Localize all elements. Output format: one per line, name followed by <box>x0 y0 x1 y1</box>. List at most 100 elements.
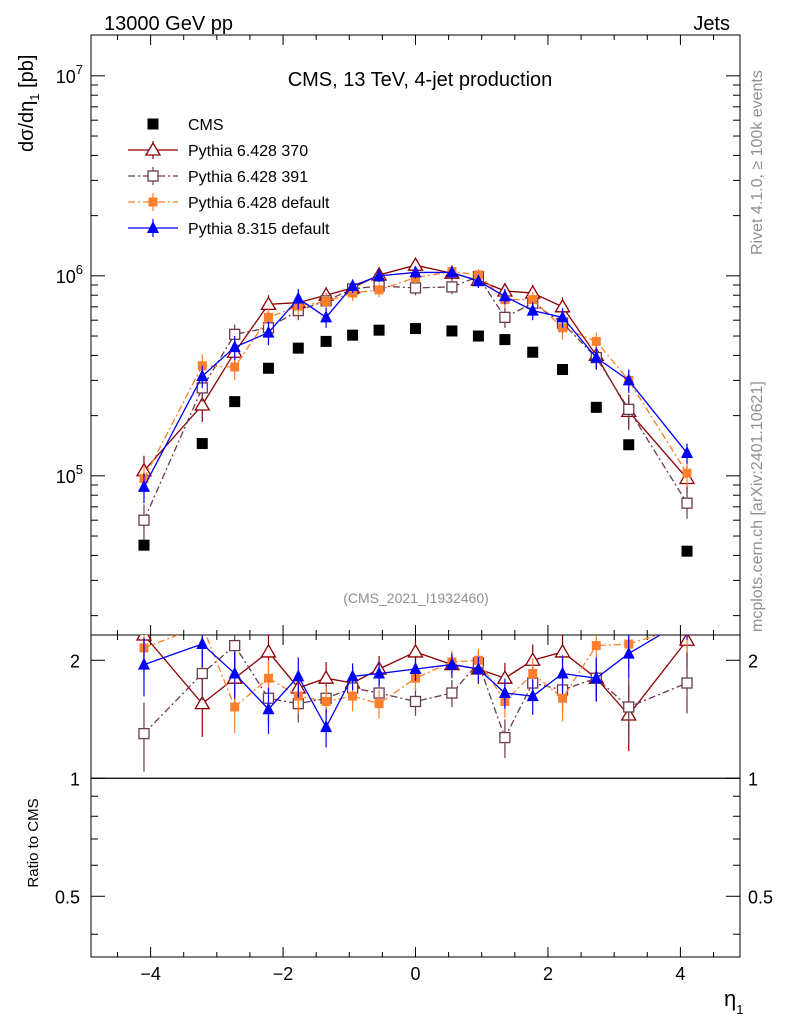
data-point <box>292 291 305 304</box>
ratio-point <box>446 687 458 699</box>
legend: CMS Pythia 6.428 370 Pythia 6.428 391 Pythi… <box>128 117 330 238</box>
data-point <box>682 468 692 478</box>
ratio-point <box>194 695 211 710</box>
ratio-point <box>137 657 150 670</box>
data-point <box>557 364 569 376</box>
legend-label: Pythia 8.315 default <box>188 221 330 238</box>
data-point <box>499 334 511 346</box>
ratio-point <box>590 671 603 684</box>
ratio-tick-label-left: 0.5 <box>55 887 80 907</box>
main-series-group <box>135 256 696 557</box>
data-point <box>292 342 304 354</box>
mcplots-label: mcplots.cern.ch [arXiv:2401.10621] <box>749 381 766 632</box>
ratio-point <box>229 639 241 652</box>
ratio-point <box>321 696 331 706</box>
ratio-point <box>407 643 424 658</box>
x-axis-title: η1 <box>724 986 743 1017</box>
legend-marker <box>147 221 159 233</box>
analysis-label: (CMS_2021_I1932460) <box>343 590 489 606</box>
data-point <box>374 285 384 295</box>
y-tick-label-base: 10 <box>56 467 76 487</box>
ratio-tick-label-left: 2 <box>70 651 80 671</box>
data-point <box>681 497 693 509</box>
data-point <box>262 325 275 338</box>
y-tick-label-exponent: 5 <box>76 462 83 477</box>
legend-marker <box>144 141 162 156</box>
series-pythia-6-428-default <box>139 265 692 494</box>
ratio-point <box>292 669 305 682</box>
data-point <box>499 311 511 323</box>
data-point <box>623 403 635 415</box>
series-pythia-6-428-391 <box>138 270 693 540</box>
data-point <box>446 281 458 293</box>
y-tick-label: 106 <box>56 262 83 287</box>
data-point <box>590 401 602 413</box>
y-tick-label: 105 <box>56 462 83 487</box>
ratio-point <box>622 646 635 659</box>
ratio-point <box>498 686 511 699</box>
data-point <box>681 545 693 557</box>
data-point <box>263 312 273 322</box>
legend-entry: CMS <box>147 117 224 134</box>
ratio-series-pythia-8-315-default <box>137 612 693 748</box>
ratio-tick-label-left: 1 <box>70 769 80 789</box>
x-axis-title-main: η <box>724 986 736 1011</box>
data-point <box>528 295 538 305</box>
ratio-point <box>263 673 273 683</box>
ratio-point <box>558 693 568 703</box>
ratio-point <box>528 669 538 679</box>
legend-entry: Pythia 8.315 default <box>128 219 330 238</box>
ratio-tick-label-right: 0.5 <box>748 887 773 907</box>
chart-title: CMS, 13 TeV, 4-jet production <box>288 69 553 91</box>
legend-marker <box>147 170 159 182</box>
ratio-point <box>681 612 693 624</box>
data-point <box>347 329 359 341</box>
ratio-point <box>681 677 693 689</box>
data-point <box>681 446 694 459</box>
rivet-label: Rivet 4.1.0, ≥ 100k events <box>749 70 766 255</box>
data-point <box>260 296 277 311</box>
data-point <box>137 479 150 492</box>
series-line <box>143 264 688 479</box>
ratio-point <box>556 666 569 679</box>
legend-label: Pythia 6.428 default <box>188 195 330 212</box>
ratio-point <box>554 643 571 658</box>
data-point <box>623 439 635 451</box>
x-tick-label: −2 <box>273 964 294 984</box>
data-point <box>410 323 421 335</box>
data-point <box>346 278 359 291</box>
y-axis-title-sub: 1 <box>27 93 42 100</box>
ratio-point <box>409 695 422 708</box>
legend-entry: Pythia 6.428 391 <box>128 167 308 186</box>
ratio-point <box>591 641 601 651</box>
y-tick-label-exponent: 7 <box>76 62 83 77</box>
ratio-point <box>348 691 358 701</box>
data-point <box>591 336 601 346</box>
ratio-point <box>196 667 208 680</box>
data-point <box>527 346 539 358</box>
series-pythia-8-315-default <box>137 265 694 504</box>
y-axis-title-unit: [pb] <box>16 55 38 94</box>
legend-marker <box>147 118 159 130</box>
data-point <box>409 282 422 294</box>
data-point <box>622 373 635 386</box>
x-tick-label: 0 <box>410 964 420 984</box>
data-point <box>498 289 511 302</box>
legend-entry: Pythia 6.428 default <box>128 193 330 212</box>
series-line <box>143 271 688 488</box>
data-point <box>373 324 385 336</box>
x-axis-title-sub: 1 <box>736 1002 743 1017</box>
data-point <box>373 268 386 281</box>
data-point <box>229 396 241 408</box>
ratio-point <box>374 699 384 709</box>
header-category-label: Jets <box>693 13 730 35</box>
ratio-point <box>623 701 635 713</box>
ratio-point <box>683 621 692 630</box>
data-point <box>196 438 208 450</box>
data-point <box>320 335 332 347</box>
data-point <box>446 325 458 337</box>
data-point <box>262 362 274 374</box>
data-point <box>321 296 331 306</box>
